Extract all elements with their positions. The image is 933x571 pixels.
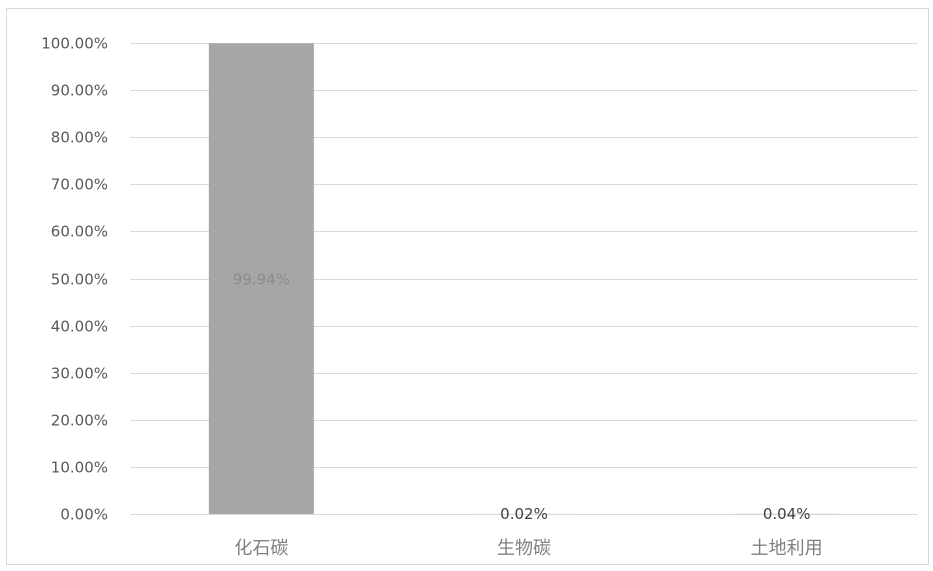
x-tick-label: 土地利用 [751,538,823,559]
y-tick-label: 20.00% [51,412,108,430]
y-tick-label: 30.00% [51,365,108,383]
y-tick-label: 60.00% [51,223,108,241]
y-tick-label: 80.00% [51,129,108,147]
data-label: 0.04% [763,505,811,523]
chart-border [6,8,929,565]
y-tick-label: 90.00% [51,82,108,100]
y-tick-label: 70.00% [51,176,108,194]
bar-1 [208,43,314,515]
x-tick-label: 化石碳 [234,538,288,559]
y-tick-label: 40.00% [51,318,108,336]
y-tick-label: 0.00% [60,506,108,524]
y-tick-label: 50.00% [51,271,108,289]
y-tick-label: 10.00% [51,459,108,477]
x-tick-label: 生物碳 [497,538,551,559]
data-label: 99.94% [233,271,290,289]
y-tick-label: 100.00% [41,35,108,53]
data-label: 0.02% [500,505,548,523]
